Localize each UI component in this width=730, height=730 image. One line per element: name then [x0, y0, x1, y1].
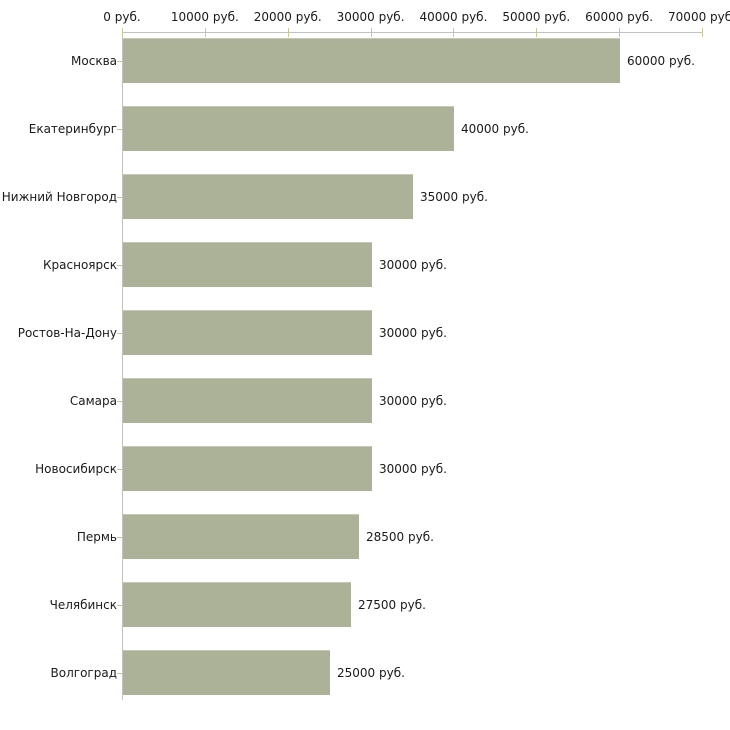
value-label: 27500 руб. [358, 597, 426, 612]
category-label: Челябинск [49, 597, 117, 612]
x-tick-label: 0 руб. [103, 10, 141, 24]
category-tick-mark [117, 604, 122, 606]
category-tick-mark [117, 400, 122, 402]
category-label: Ростов-На-Дону [17, 325, 117, 340]
category-tick-mark [117, 536, 122, 538]
x-tick-mark [453, 28, 455, 37]
category-tick-mark [117, 196, 122, 198]
category-label: Красноярск [43, 257, 117, 272]
x-tick-mark [536, 28, 538, 37]
x-tick-label: 70000 руб. [668, 10, 730, 24]
category-label: Екатеринбург [28, 121, 117, 136]
category-label: Новосибирск [35, 461, 117, 476]
y-axis-line [122, 32, 123, 700]
x-axis-line [122, 32, 702, 33]
value-label: 30000 руб. [379, 325, 447, 340]
x-tick-mark [287, 28, 289, 37]
bar [123, 38, 620, 83]
category-tick-mark [117, 128, 122, 130]
x-tick-mark [619, 28, 621, 37]
bar [123, 174, 413, 219]
category-tick-mark [117, 332, 122, 334]
x-tick-label: 30000 руб. [336, 10, 405, 24]
value-label: 60000 руб. [627, 53, 695, 68]
value-label: 28500 руб. [366, 529, 434, 544]
bar [123, 242, 372, 287]
bar [123, 446, 372, 491]
bar [123, 106, 454, 151]
category-label: Москва [71, 53, 117, 68]
value-label: 30000 руб. [379, 393, 447, 408]
category-label: Самара [69, 393, 117, 408]
category-label: Волгоград [50, 665, 117, 680]
bar [123, 582, 351, 627]
x-tick-label: 50000 руб. [502, 10, 571, 24]
bar [123, 378, 372, 423]
value-label: 30000 руб. [379, 461, 447, 476]
x-tick-label: 10000 руб. [170, 10, 239, 24]
x-tick-mark [122, 28, 123, 37]
value-label: 40000 руб. [461, 121, 529, 136]
bar [123, 514, 359, 559]
x-tick-mark [370, 28, 372, 37]
x-tick-label: 40000 руб. [419, 10, 488, 24]
bar [123, 650, 330, 695]
x-tick-label: 20000 руб. [253, 10, 322, 24]
category-label: Нижний Новгород [1, 189, 117, 204]
category-tick-mark [117, 672, 122, 674]
value-label: 35000 руб. [420, 189, 488, 204]
value-label: 30000 руб. [379, 257, 447, 272]
category-tick-mark [117, 264, 122, 266]
x-tick-mark [702, 28, 703, 37]
bar [123, 310, 372, 355]
category-tick-mark [117, 468, 122, 470]
category-label: Пермь [76, 529, 117, 544]
x-tick-label: 60000 руб. [585, 10, 654, 24]
category-tick-mark [117, 60, 122, 62]
x-tick-mark [204, 28, 206, 37]
value-label: 25000 руб. [337, 665, 405, 680]
